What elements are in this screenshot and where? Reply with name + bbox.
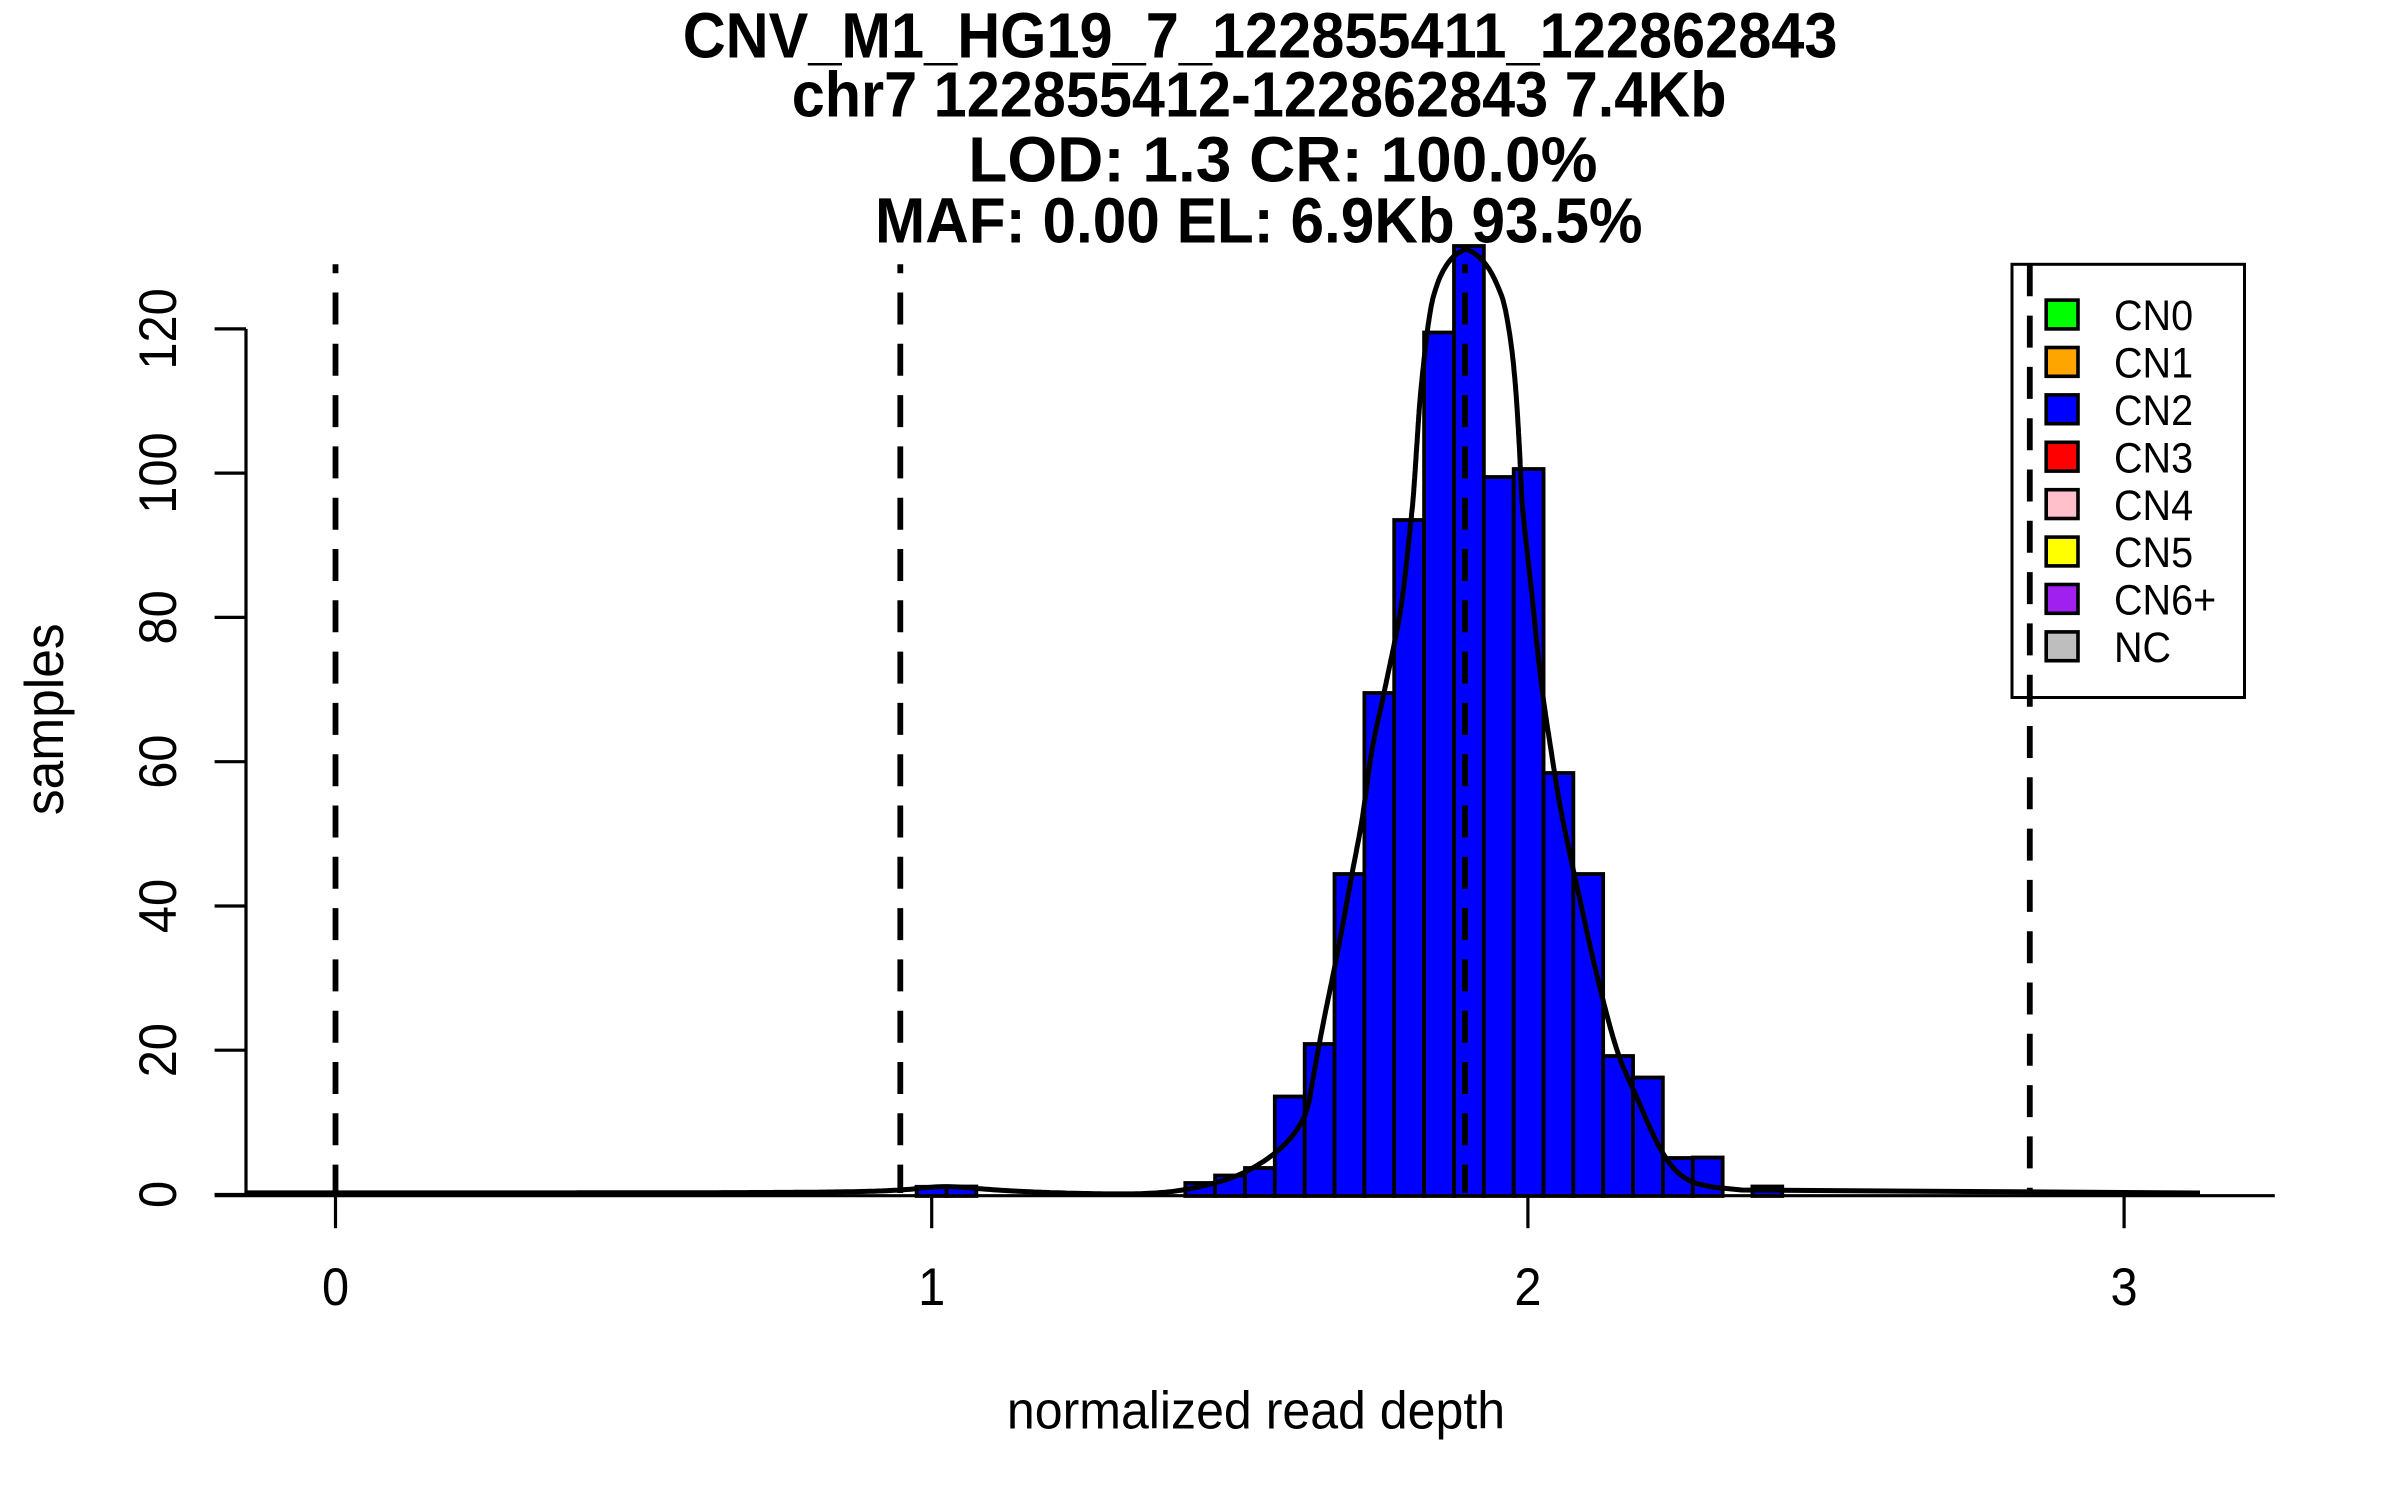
svg-text:0: 0 [322, 1257, 349, 1316]
svg-text:CNV_M1_HG19_7_122855411_122862: CNV_M1_HG19_7_122855411_122862843 [683, 0, 1838, 72]
svg-text:0: 0 [128, 1181, 187, 1208]
svg-text:CN3: CN3 [2114, 434, 2193, 482]
svg-text:20: 20 [128, 1023, 187, 1077]
svg-text:samples: samples [15, 623, 76, 815]
svg-text:chr7 122855412-122862843 7.4Kb: chr7 122855412-122862843 7.4Kb [792, 59, 1727, 131]
svg-text:40: 40 [128, 879, 187, 933]
svg-text:CN2: CN2 [2114, 386, 2193, 434]
svg-text:3: 3 [2111, 1257, 2138, 1316]
svg-text:CN4: CN4 [2114, 481, 2193, 529]
svg-text:MAF: 0.00 EL: 6.9Kb 93.5%: MAF: 0.00 EL: 6.9Kb 93.5% [875, 185, 1643, 257]
svg-text:60: 60 [128, 735, 187, 789]
svg-text:normalized read depth: normalized read depth [1007, 1380, 1505, 1440]
svg-text:CN6+: CN6+ [2114, 576, 2216, 624]
svg-text:CN0: CN0 [2114, 292, 2193, 340]
svg-text:NC: NC [2114, 623, 2171, 671]
svg-text:120: 120 [128, 288, 187, 369]
svg-text:80: 80 [128, 590, 187, 644]
svg-text:100: 100 [128, 432, 187, 513]
svg-text:1: 1 [918, 1257, 945, 1316]
svg-text:CN1: CN1 [2114, 339, 2193, 387]
svg-text:LOD: 1.3 CR: 100.0%: LOD: 1.3 CR: 100.0% [968, 124, 1597, 196]
svg-text:CN5: CN5 [2114, 529, 2193, 577]
svg-text:2: 2 [1514, 1257, 1541, 1316]
